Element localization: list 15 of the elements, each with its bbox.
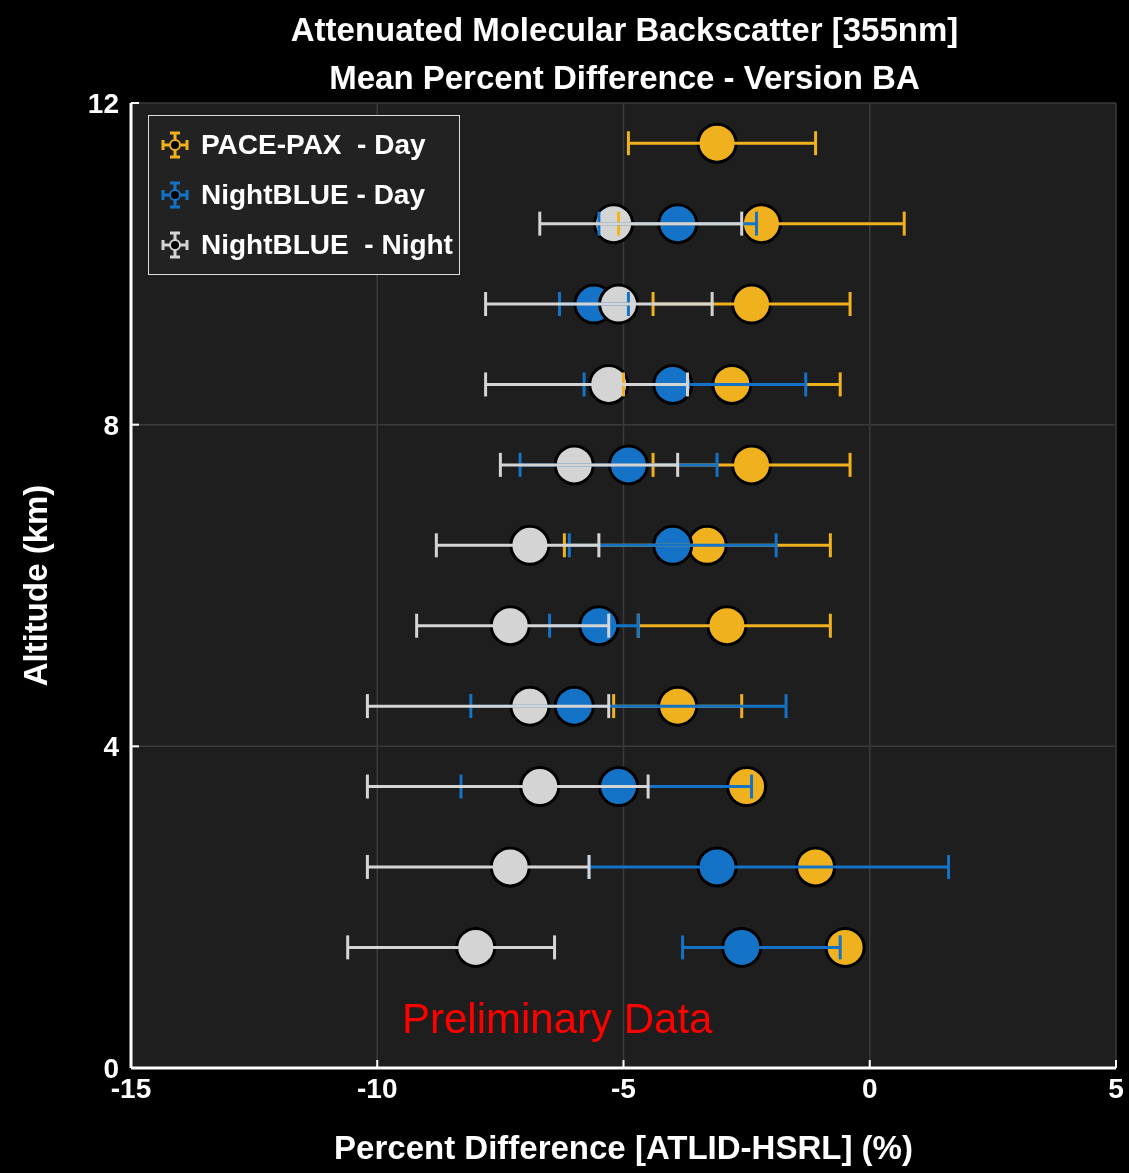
chart-title: Attenuated Molecular Backscatter [355nm] bbox=[289, 10, 960, 50]
y-tick-label: 12 bbox=[87, 87, 119, 119]
annotation: Preliminary Data bbox=[402, 995, 713, 1043]
x-tick-label: -5 bbox=[611, 1072, 636, 1104]
legend-label: PACE-PAX - Day bbox=[201, 129, 426, 161]
chart-subtitle: Mean Percent Difference - Version BA bbox=[328, 58, 921, 98]
y-tick-label: 8 bbox=[103, 409, 119, 441]
y-axis-title: Altitude (km) bbox=[16, 484, 54, 687]
y-tick-label: 4 bbox=[103, 731, 120, 763]
x-axis-title: Percent Difference [ATLID-HSRL] (%) bbox=[334, 1129, 913, 1166]
x-tick-label: 0 bbox=[861, 1072, 878, 1104]
x-tick-label: 5 bbox=[1108, 1072, 1124, 1104]
x-tick-label: -10 bbox=[357, 1072, 398, 1104]
legend-label: NightBLUE - Night bbox=[201, 229, 453, 261]
legend-label: NightBLUE - Day bbox=[201, 179, 425, 211]
